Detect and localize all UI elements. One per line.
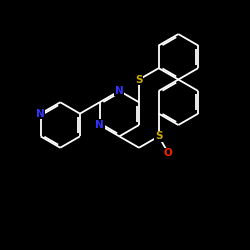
Text: N: N (36, 109, 45, 119)
Text: N: N (115, 86, 124, 96)
Text: O: O (164, 148, 173, 158)
Text: N: N (95, 120, 104, 130)
Text: S: S (135, 74, 143, 85)
Text: S: S (155, 131, 162, 141)
